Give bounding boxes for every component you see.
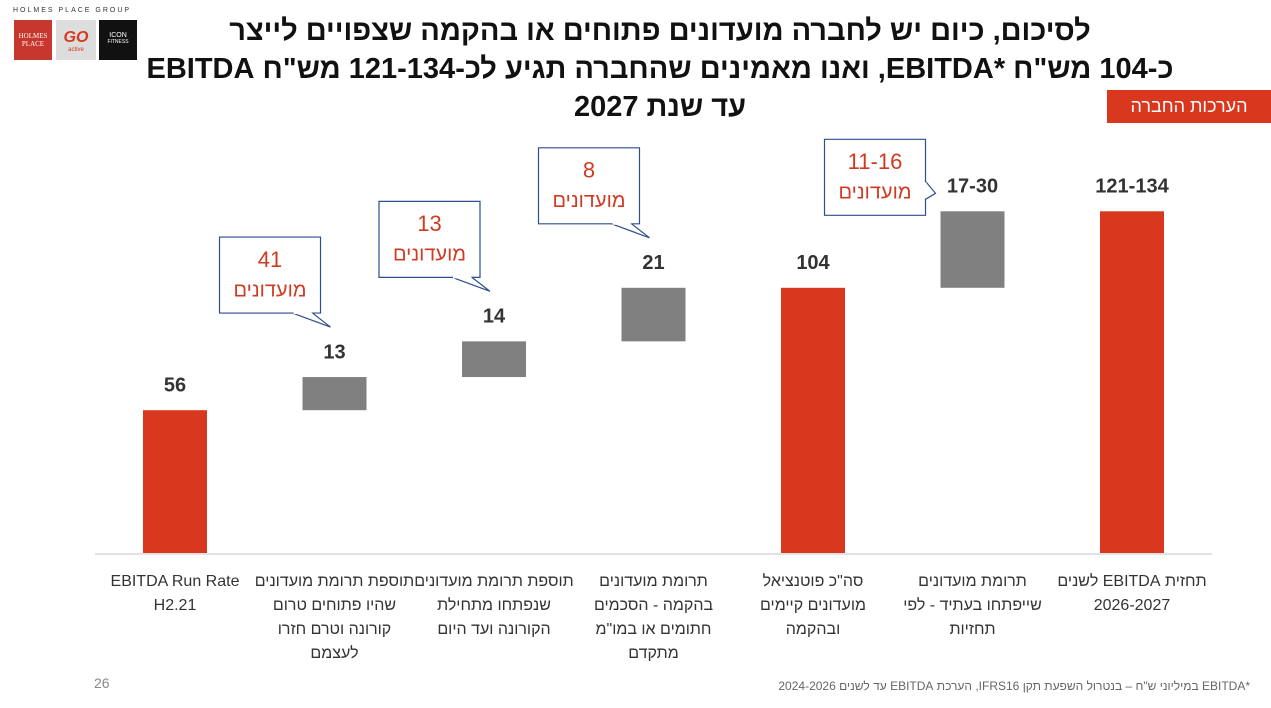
logo-icon-sub: FITNESS xyxy=(107,39,129,45)
value-label: 21 xyxy=(642,252,664,274)
value-label: 56 xyxy=(164,374,186,396)
bar xyxy=(143,410,207,553)
callout-box xyxy=(378,200,481,278)
title-line: לסיכום, כיום יש לחברה מועדונים פתוחים או… xyxy=(229,15,1091,47)
callout-unit: מועדונים xyxy=(393,244,466,266)
callout-count: 13 xyxy=(417,211,441,236)
callout-count: 41 xyxy=(258,247,282,272)
value-label: 13 xyxy=(323,341,345,363)
footnote: *EBITDA במיליוני ש"ח – בנטרול השפעת תקן … xyxy=(778,679,1250,693)
category-label: תרומת מועדונים בהקמה - הסכמים חתומים או … xyxy=(593,573,714,662)
value-label: 14 xyxy=(483,306,506,328)
category-label: תוספת תרומת מועדונים שנפתחו מתחילת הקורו… xyxy=(414,573,574,638)
bar xyxy=(781,287,845,553)
callout-box xyxy=(537,147,641,225)
callout-tail xyxy=(925,180,937,200)
title-line: כ-104 מש"ח *EBITDA, ואנו מאמינים שהחברה … xyxy=(146,53,1174,85)
logo-holmes: HOLMES PLACE xyxy=(14,20,52,60)
callout-count: 11-16 xyxy=(848,149,903,174)
callout-unit: מועדונים xyxy=(553,190,626,212)
callout-unit: מועדונים xyxy=(839,182,912,204)
callout-tail xyxy=(451,276,491,292)
category-label: תרומת מועדונים שייפתחו בעתיד - לפי תחזיו… xyxy=(903,573,1042,638)
bar xyxy=(1100,211,1164,554)
badge: הערכות החברה xyxy=(1107,90,1271,123)
category-label: סה"כ פוטנציאל מועדונים קיימים ובהקמה xyxy=(760,573,866,638)
group-name: HOLMES PLACE GROUP xyxy=(13,7,132,14)
value-label: 104 xyxy=(796,252,830,274)
logo-icon: ICON FITNESS xyxy=(99,20,137,60)
callout-box xyxy=(218,236,322,314)
category-label: EBITDA Run Rate H2.21 xyxy=(110,573,240,614)
callout-unit: מועדונים xyxy=(234,279,307,301)
callout-count: 8 xyxy=(583,158,595,183)
callout-box xyxy=(823,138,927,216)
bar xyxy=(621,287,686,342)
logo-go-sub: active xyxy=(68,47,84,53)
callout-tail xyxy=(611,223,650,239)
bar xyxy=(940,211,1005,288)
logo-go: GO active xyxy=(56,20,96,60)
value-label: 121-134 xyxy=(1095,176,1169,198)
logo-go-text: GO xyxy=(63,29,89,46)
logo-icon-text: ICON xyxy=(109,32,127,39)
bar xyxy=(462,341,526,378)
category-label: תחזית EBITDA לשנים 2026-2027 xyxy=(1057,573,1207,614)
title-line: עד שנת 2027 xyxy=(573,91,747,123)
bar xyxy=(302,377,367,411)
category-label: תוספת תרומת מועדונים שהיו פתוחים טרום קו… xyxy=(254,573,415,662)
value-label: 17-30 xyxy=(947,176,998,198)
page-number: 26 xyxy=(94,675,110,691)
callout-tail xyxy=(292,312,331,328)
